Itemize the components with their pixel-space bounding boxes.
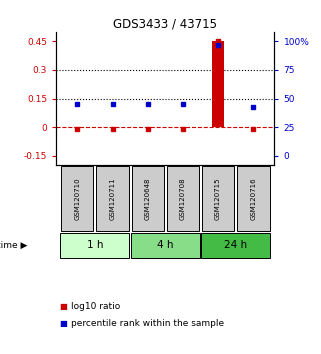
Bar	[212, 41, 224, 127]
Text: 24 h: 24 h	[224, 240, 247, 250]
Text: time ▶: time ▶	[0, 240, 28, 250]
FancyBboxPatch shape	[60, 233, 129, 258]
Text: 1 h: 1 h	[87, 240, 103, 250]
Text: GSM120710: GSM120710	[74, 177, 80, 220]
Text: ■: ■	[59, 302, 67, 311]
FancyBboxPatch shape	[132, 166, 164, 231]
FancyBboxPatch shape	[131, 233, 200, 258]
Text: GSM120711: GSM120711	[109, 177, 116, 220]
Text: GSM120716: GSM120716	[250, 177, 256, 220]
FancyBboxPatch shape	[201, 233, 270, 258]
FancyBboxPatch shape	[96, 166, 129, 231]
Text: log10 ratio: log10 ratio	[71, 302, 120, 311]
Title: GDS3433 / 43715: GDS3433 / 43715	[113, 18, 217, 31]
FancyBboxPatch shape	[202, 166, 234, 231]
FancyBboxPatch shape	[61, 166, 93, 231]
Text: 4 h: 4 h	[157, 240, 174, 250]
Text: GSM120648: GSM120648	[145, 177, 151, 220]
FancyBboxPatch shape	[167, 166, 199, 231]
Text: GSM120708: GSM120708	[180, 177, 186, 220]
Text: percentile rank within the sample: percentile rank within the sample	[71, 319, 224, 329]
Text: GSM120715: GSM120715	[215, 177, 221, 220]
Text: ■: ■	[59, 319, 67, 329]
FancyBboxPatch shape	[237, 166, 270, 231]
